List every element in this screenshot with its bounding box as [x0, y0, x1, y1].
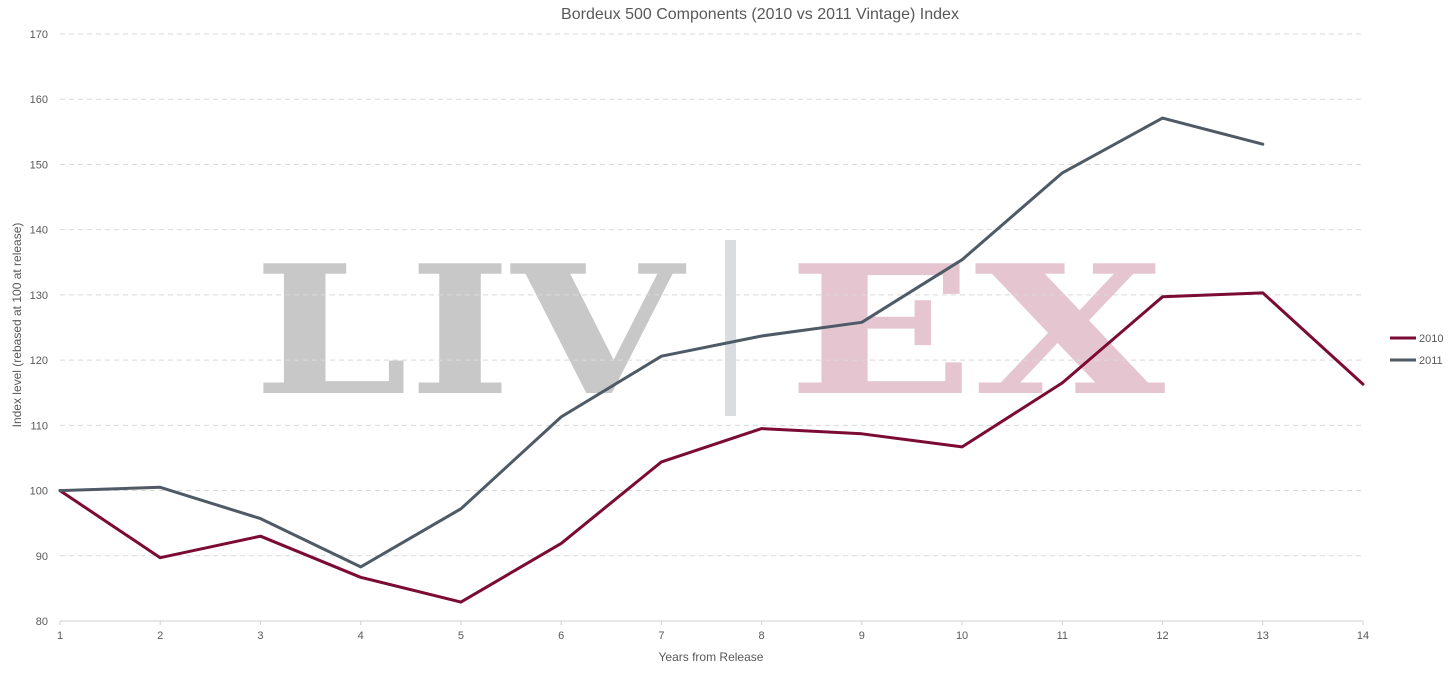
y-tick-label: 130: [30, 290, 48, 302]
series-lines: [58, 116, 1365, 604]
x-tick-label: 6: [558, 630, 564, 642]
x-tick-label: 7: [658, 630, 664, 642]
legend-label-2010: 2010: [1419, 333, 1443, 345]
series-line-2010: [58, 291, 1365, 604]
x-tick-label: 10: [956, 630, 968, 642]
y-axis-ticks: 80 90 100 110 120 130 140 150 160 170: [30, 29, 48, 628]
y-tick-label: 150: [30, 159, 48, 171]
x-axis-title: Years from Release: [659, 650, 764, 664]
x-axis-ticks: 1 2 3 4 5 6 7 8 9 10 11 12 13 14: [57, 621, 1369, 642]
y-tick-label: 170: [30, 29, 48, 41]
gridlines: [60, 33, 1363, 557]
x-tick-label: 4: [358, 630, 364, 642]
x-tick-label: 12: [1156, 630, 1168, 642]
x-tick-label: 2: [157, 630, 163, 642]
x-tick-label: 13: [1257, 630, 1269, 642]
watermark-divider: [725, 240, 736, 416]
x-tick-label: 5: [458, 630, 464, 642]
x-tick-label: 8: [759, 630, 765, 642]
y-tick-label: 110: [30, 420, 48, 432]
y-tick-label: 120: [30, 355, 48, 367]
y-tick-label: 140: [30, 225, 48, 237]
watermark-liv-text: LIV: [253, 226, 687, 435]
legend-label-2011: 2011: [1419, 355, 1443, 367]
liv-ex-watermark: LIV EX: [253, 226, 1165, 435]
watermark-ex-text: EX: [787, 226, 1165, 435]
y-tick-label: 90: [36, 551, 48, 563]
y-axis-title: Index level (rebased at 100 at release): [10, 223, 24, 428]
x-tick-label: 11: [1057, 630, 1068, 642]
y-tick-label: 80: [36, 616, 48, 628]
series-line-2011: [58, 116, 1265, 569]
x-tick-label: 1: [57, 630, 63, 642]
legend: 2010 2011: [1390, 333, 1443, 367]
chart-title: Bordeux 500 Components (2010 vs 2011 Vin…: [561, 6, 959, 23]
x-tick-label: 3: [257, 630, 263, 642]
x-tick-label: 9: [859, 630, 865, 642]
x-tick-label: 14: [1357, 630, 1369, 642]
y-tick-label: 100: [30, 486, 48, 498]
y-tick-label: 160: [30, 94, 48, 106]
